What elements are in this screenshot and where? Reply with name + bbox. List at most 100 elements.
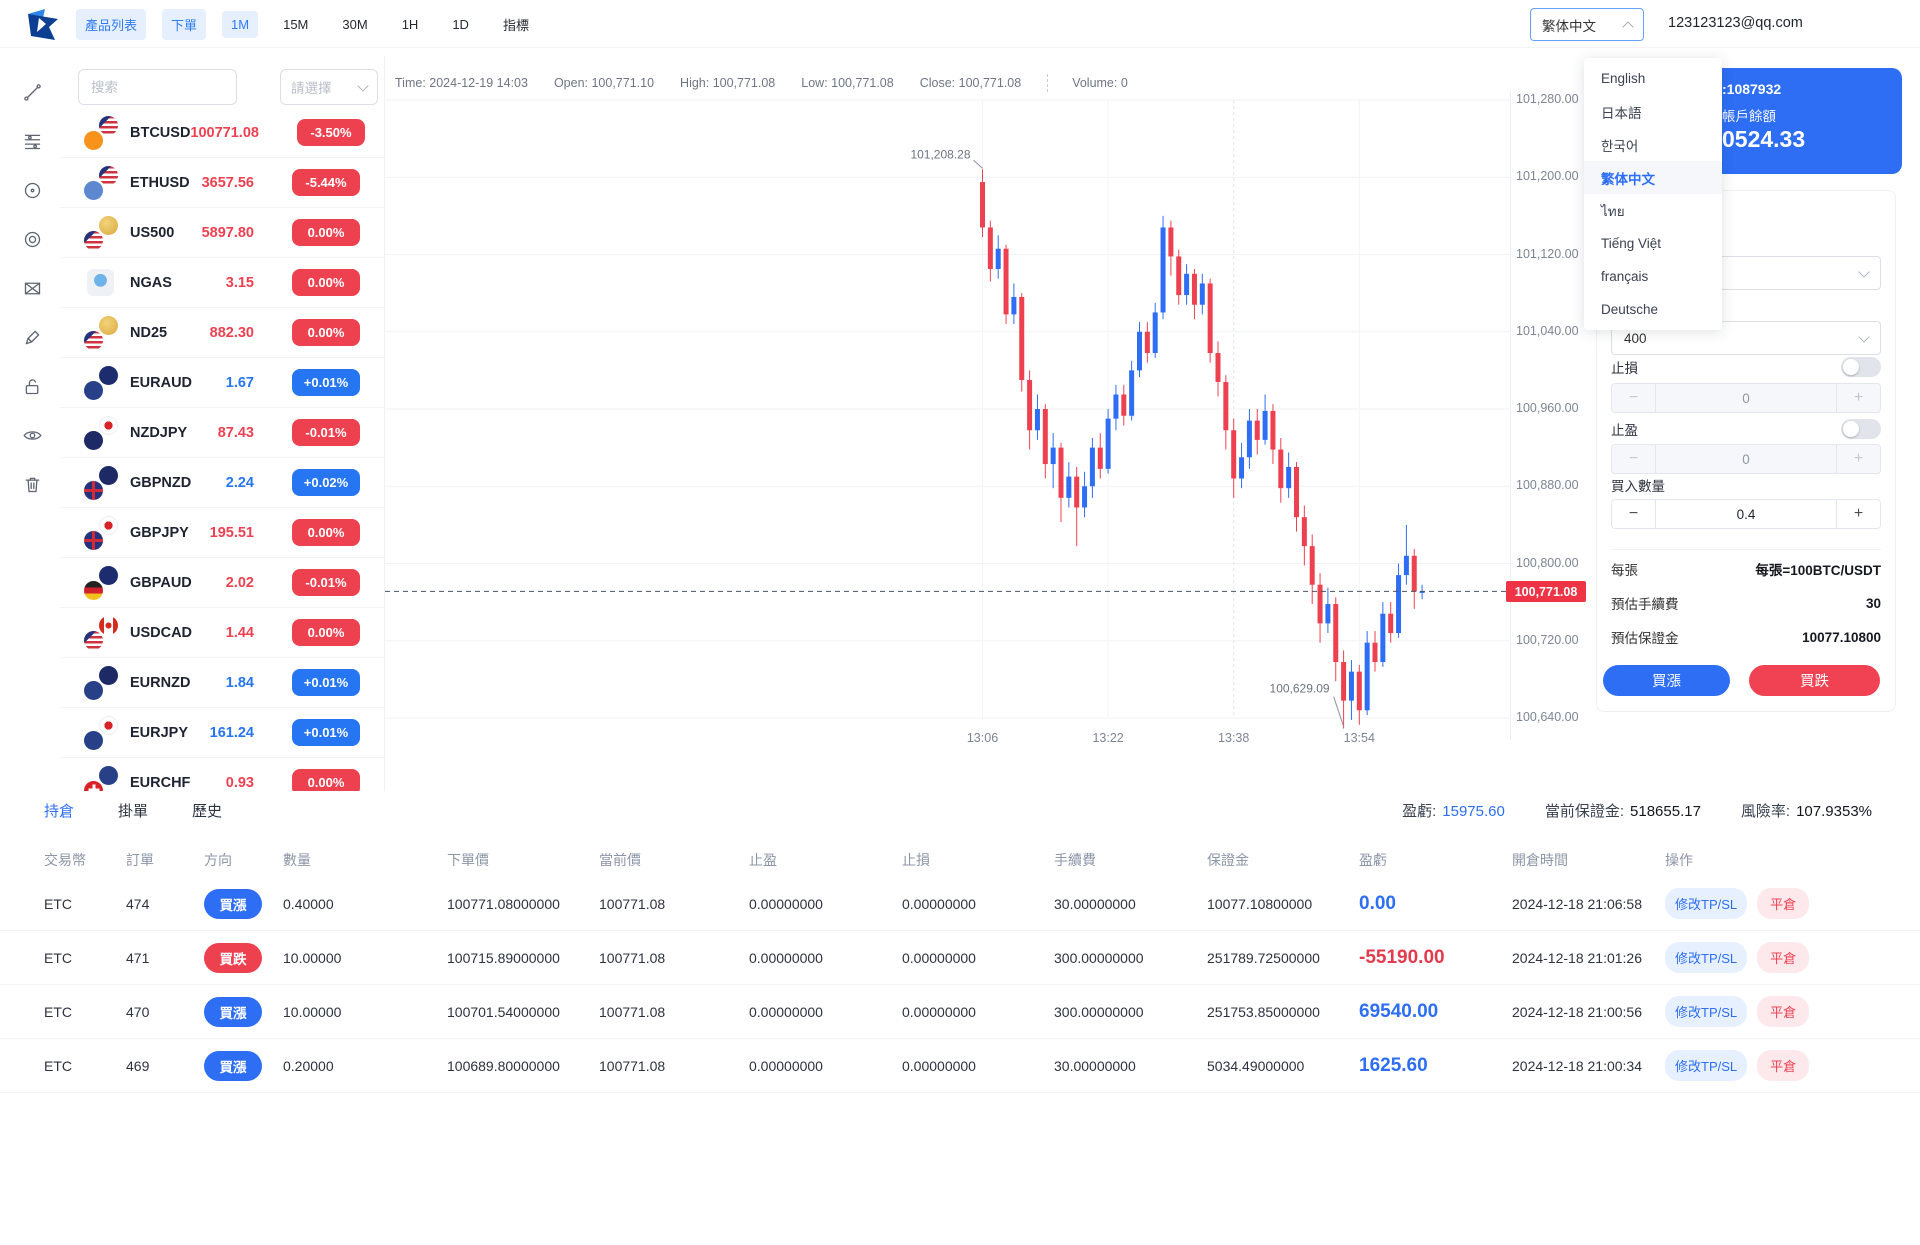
- tab-持倉[interactable]: 持倉: [44, 803, 75, 820]
- close-position-button[interactable]: 平倉: [1757, 1050, 1810, 1081]
- nav-button-1M[interactable]: 1M: [222, 11, 259, 38]
- account-email[interactable]: 123123123@qq.com: [1668, 15, 1803, 31]
- svg-text:13:22: 13:22: [1092, 731, 1123, 745]
- modify-tpsl-button[interactable]: 修改TP/SL: [1665, 996, 1748, 1027]
- watchlist-item-US500[interactable]: US500 5897.80 0.00%: [60, 208, 384, 258]
- candlestick-chart[interactable]: 13:06 13:22 13:38 13:54 101,208.28 100,629.09: [385, 90, 1510, 760]
- watchlist-item-ETHUSD[interactable]: ETHUSD 3657.56 -5.44%: [60, 158, 384, 208]
- estimated-margin-value: 10077.10800: [1802, 629, 1881, 645]
- stop-loss-increment-button[interactable]: +: [1836, 384, 1880, 412]
- per-lot-value: 每張=100BTC/USDT: [1755, 563, 1881, 578]
- trendline-icon[interactable]: [22, 82, 43, 103]
- close-position-button[interactable]: 平倉: [1757, 942, 1810, 973]
- y-axis-tick: 100,800.00: [1516, 555, 1579, 570]
- watchlist-item-GBPJPY[interactable]: GBPJPY 195.51 0.00%: [60, 508, 384, 558]
- quantity-increment-button[interactable]: +: [1836, 500, 1880, 528]
- fib-retracement-icon[interactable]: [22, 131, 43, 152]
- GBPJPY-icon: [84, 515, 120, 550]
- modify-tpsl-button[interactable]: 修改TP/SL: [1665, 888, 1748, 919]
- nav-button-30M[interactable]: 30M: [342, 17, 368, 32]
- ohlc-item: Volume: 0: [1047, 74, 1128, 92]
- language-option-繁体中文[interactable]: 繁体中文: [1584, 161, 1722, 194]
- ohlc-item: Open: 100,771.10: [553, 76, 655, 90]
- tab-歷史[interactable]: 歷史: [192, 803, 223, 820]
- watchlist-item-GBPNZD[interactable]: GBPNZD 2.24 +0.02%: [60, 458, 384, 508]
- xabcd-pattern-icon[interactable]: [22, 278, 43, 299]
- brush-icon[interactable]: [22, 327, 43, 348]
- risk-rate-value: 107.9353%: [1796, 803, 1872, 820]
- modify-tpsl-button[interactable]: 修改TP/SL: [1665, 942, 1748, 973]
- watchlist-item-EURAUD[interactable]: EURAUD 1.67 +0.01%: [60, 358, 384, 408]
- svg-text:13:06: 13:06: [967, 731, 998, 745]
- eye-icon[interactable]: [22, 425, 43, 446]
- nav-button-1D[interactable]: 1D: [452, 17, 469, 32]
- language-option-English[interactable]: English: [1601, 71, 1646, 86]
- close-position-button[interactable]: 平倉: [1757, 888, 1810, 919]
- nav-button-1H[interactable]: 1H: [401, 17, 419, 32]
- take-profit-decrement-button[interactable]: −: [1612, 445, 1656, 473]
- nav-button-15M[interactable]: 15M: [283, 17, 309, 32]
- watchlist-item-NZDJPY[interactable]: NZDJPY 87.43 -0.01%: [60, 408, 384, 458]
- buy-up-button[interactable]: 買漲: [1603, 665, 1730, 696]
- cell-stop-loss: 0.00000000: [902, 1003, 976, 1020]
- watchlist-item-NGAS[interactable]: NGAS 3.15 0.00%: [60, 258, 384, 308]
- watchlist-item-ND25[interactable]: ND25 882.30 0.00%: [60, 308, 384, 358]
- language-option-日本語[interactable]: 日本語: [1601, 105, 1642, 121]
- cell-currency: ETC: [44, 1057, 72, 1074]
- stop-loss-value[interactable]: 0: [1656, 384, 1836, 412]
- symbol-label: BTCUSD: [130, 124, 191, 141]
- unlock-icon[interactable]: [22, 376, 43, 397]
- tab-掛單[interactable]: 掛單: [118, 803, 149, 820]
- nav-button-指標[interactable]: 指標: [502, 18, 529, 33]
- modify-tpsl-button[interactable]: 修改TP/SL: [1665, 1050, 1748, 1081]
- drawing-toolbar: [22, 82, 43, 495]
- watchlist-item-GBPAUD[interactable]: GBPAUD 2.02 -0.01%: [60, 558, 384, 608]
- watchlist-item-USDCAD[interactable]: USDCAD 1.44 0.00%: [60, 608, 384, 658]
- top-nav: 產品列表 下單 1M 15M 30M 1H 1D 指標: [76, 9, 538, 40]
- watchlist-item-BTCUSD[interactable]: BTCUSD 100771.08 -3.50%: [60, 108, 384, 158]
- search-input[interactable]: [78, 69, 237, 105]
- take-profit-increment-button[interactable]: +: [1836, 445, 1880, 473]
- position-row: ETC 474 買漲 0.40000 100771.08000000 100771.08 0…: [0, 877, 1920, 931]
- trash-icon[interactable]: [22, 474, 43, 495]
- change-badge: -3.50%: [296, 119, 365, 146]
- chart-canvas: 13:06 13:22 13:38 13:54 101,208.28 100,629.09: [385, 99, 1510, 745]
- language-option-français[interactable]: français: [1601, 269, 1649, 284]
- close-position-button[interactable]: 平倉: [1757, 996, 1810, 1027]
- cell-take-profit: 0.00000000: [749, 895, 823, 912]
- watchlist-item-EURNZD[interactable]: EURNZD 1.84 +0.01%: [60, 658, 384, 708]
- cell-open-time: 2024-12-18 21:06:58: [1512, 895, 1642, 912]
- column-header: 止損: [902, 852, 930, 868]
- chevron-down-icon: [357, 79, 369, 92]
- estimated-margin-label: 預估保證金: [1611, 631, 1679, 646]
- language-option-Tiếng Việt[interactable]: Tiếng Việt: [1601, 236, 1662, 251]
- language-option-ไทย[interactable]: ไทย: [1601, 203, 1625, 219]
- change-badge: 0.00%: [292, 519, 360, 546]
- symbol-price: 2.24: [225, 474, 254, 491]
- stop-loss-toggle[interactable]: [1841, 357, 1881, 377]
- nav-button-產品列表[interactable]: 產品列表: [76, 9, 147, 40]
- account-balance-value: 0524.33: [1722, 126, 1806, 152]
- cell-order-id: 474: [126, 895, 150, 912]
- concentric-circles-icon[interactable]: [22, 229, 43, 250]
- nav-button-下單[interactable]: 下單: [162, 9, 207, 40]
- buy-down-button[interactable]: 買跌: [1749, 665, 1880, 696]
- language-option-Deutsche[interactable]: Deutsche: [1601, 302, 1659, 317]
- change-badge: +0.01%: [292, 669, 360, 696]
- language-option-한국어[interactable]: 한국어: [1601, 138, 1639, 154]
- take-profit-toggle[interactable]: [1841, 419, 1881, 439]
- category-select[interactable]: 請選擇: [280, 69, 378, 105]
- language-select[interactable]: 繁体中文: [1530, 8, 1644, 41]
- column-header: 交易幣: [44, 852, 86, 868]
- watchlist-item-EURCHF[interactable]: EURCHF 0.93 0.00%: [60, 758, 384, 791]
- cell-order-id: 471: [126, 949, 150, 966]
- stop-loss-decrement-button[interactable]: −: [1612, 384, 1656, 412]
- circle-icon[interactable]: [22, 180, 43, 201]
- quantity-value[interactable]: 0.4: [1656, 500, 1836, 528]
- quantity-decrement-button[interactable]: −: [1612, 500, 1656, 528]
- cell-quantity: 10.00000: [283, 949, 342, 966]
- watchlist-item-EURJPY[interactable]: EURJPY 161.24 +0.01%: [60, 708, 384, 758]
- take-profit-value[interactable]: 0: [1656, 445, 1836, 473]
- chevron-down-icon: [1858, 330, 1870, 343]
- position-row: ETC 470 買漲 10.00000 100701.54000000 100771.08…: [0, 985, 1920, 1039]
